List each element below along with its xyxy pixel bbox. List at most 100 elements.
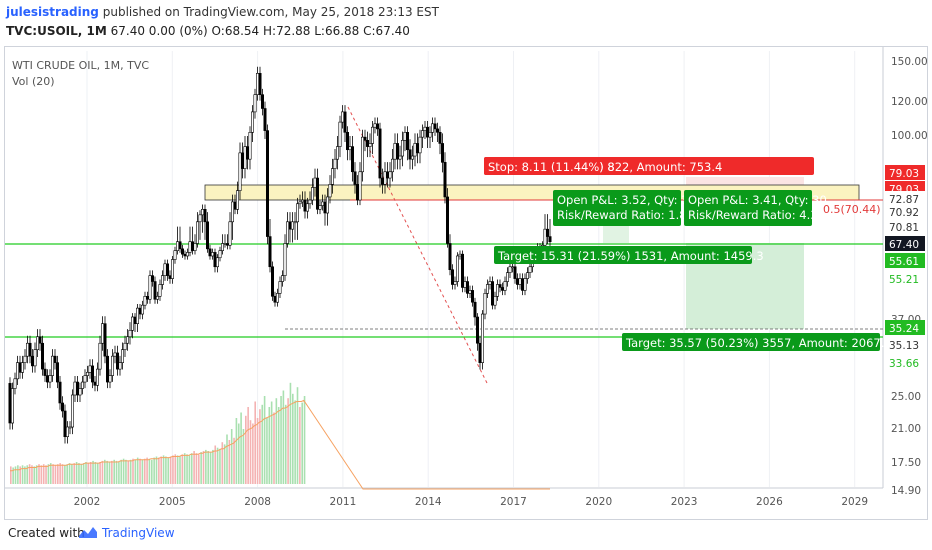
candle-body [290,221,294,230]
volume-bar [230,429,233,484]
volume-bar [80,464,83,484]
candle-body [268,236,272,268]
candle-body [196,221,200,244]
candle-body [53,355,57,363]
volume-bar [87,463,90,484]
candle-body [460,253,464,288]
volume-bar [127,460,130,484]
x-tick-label: 2029 [841,496,868,508]
volume-bar [200,452,202,484]
candle-body [440,143,444,163]
target-label-1: Target: 15.31 (21.59%) 1531, Amount: 145… [497,249,764,263]
tradingview-logo-icon[interactable] [78,524,98,540]
candle-body [68,426,72,429]
footer-brand-link[interactable]: TradingView [102,526,175,540]
candle-body [330,168,334,185]
candle-body [340,111,344,123]
volume-bar [132,458,134,484]
candle-body [513,266,517,279]
x-tick-label: 2005 [159,496,186,508]
price-label: 79.03 [889,168,919,180]
candle-body [63,410,67,438]
candle-body [463,281,467,288]
stop-label-1: Stop: 8.11 (11.44%) 8 [488,160,615,174]
target-label-2-bg [622,333,880,351]
candle-body [425,126,429,138]
volume-bar [233,437,235,484]
author-link[interactable]: julesistrading [6,5,99,19]
candle-body [221,243,225,251]
volume-bar [254,401,256,484]
volume-bar [101,460,104,484]
volume-bar [167,457,170,484]
candle-body [113,352,117,357]
volume-bar [162,455,165,484]
candle-body [263,108,267,131]
candle-body [28,342,32,357]
x-tick-label: 2008 [244,496,271,508]
volume-bar [139,458,141,484]
candle-body [490,281,494,306]
candle-body [358,171,362,201]
chart-legend-volume[interactable]: Vol (20) [12,75,55,88]
symbol-line: TVC:USOIL, 1M 67.40 0.00 (0%) O:68.54 H:… [6,24,410,38]
candle-body [403,132,407,141]
volume-bar [181,454,184,484]
candle-body [251,111,255,133]
volume-bar [12,467,14,484]
volume-bar [273,412,275,484]
candle-body [253,94,257,113]
candle-body [465,281,469,294]
candle-body [88,365,92,373]
candle-body [288,221,292,230]
price-label: 35.24 [889,323,919,335]
candle-body [508,266,512,273]
candle-body [260,94,264,109]
volume-bar [235,418,238,484]
volume-bar [216,447,219,484]
candle-body [378,128,382,179]
candle-body [60,402,64,412]
candle-body [55,362,59,383]
candle-body [410,155,414,160]
candle-body [223,243,227,245]
candle-body [106,355,110,383]
volume-bar [26,465,29,484]
candle-body [525,272,529,279]
candle-body [96,368,100,386]
volume-bar [73,463,76,484]
candle-body [91,365,95,383]
candle-body [228,221,232,246]
candle-body [453,281,457,285]
pnl-box-2-bg [684,190,812,226]
volume-bar [122,458,125,484]
candle-body [246,146,250,160]
candle-body [188,241,192,253]
price-label-bg [885,320,925,335]
volume-bar [92,460,94,484]
chart-legend-title[interactable]: WTI CRUDE OIL, 1M, TVC [12,59,150,72]
candle-body [503,281,507,291]
candle-body [285,221,289,244]
volume-bar [118,462,120,484]
symbol-name[interactable]: TVC:USOIL, 1M [6,24,107,38]
volume-bar [165,456,167,484]
volume-bar [172,455,174,484]
candle-body [438,132,442,144]
candle-body [435,128,439,133]
candle-body [293,221,297,224]
volume-bar [289,382,292,484]
candle-body [523,278,527,291]
volume-bar [249,420,252,484]
stop-label-1-bg [484,157,600,175]
candle-body [108,375,112,383]
candle-body [478,342,482,363]
volume-bar [45,465,47,484]
y-tick-label: 14.90 [891,485,921,497]
candle-body [25,342,29,357]
candle-body [408,149,412,160]
candle-body [388,171,392,179]
candle-body [103,323,107,357]
volume-bar [223,444,226,484]
price-chart[interactable]: 0.5(70.44)Stop: 8.22 (11.61%) 822, Amoun… [5,47,927,519]
